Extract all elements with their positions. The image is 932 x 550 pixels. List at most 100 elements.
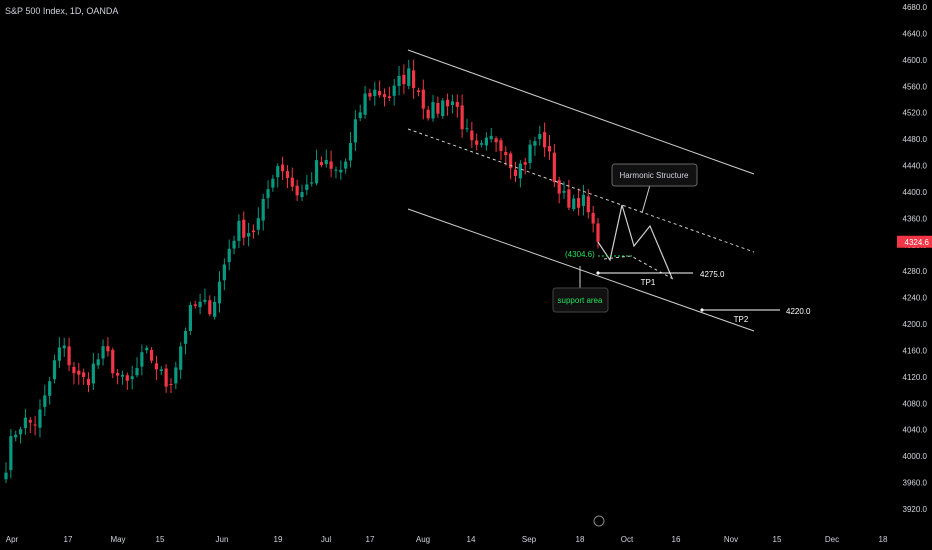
y-tick-label: 4600.0 xyxy=(903,56,928,65)
last-price-tag xyxy=(897,235,932,248)
candle-body xyxy=(581,194,586,206)
candle-body xyxy=(67,346,71,366)
harmonic-projection xyxy=(603,255,674,280)
candle-body xyxy=(552,152,556,183)
chart-title: S&P 500 Index, 1D, OANDA xyxy=(5,6,119,16)
candle-body xyxy=(368,93,372,97)
candle-body xyxy=(125,375,129,381)
candle-body xyxy=(33,424,37,426)
candle-body xyxy=(251,230,256,233)
candle-body xyxy=(329,161,333,169)
candle-body xyxy=(528,144,532,163)
candle-body xyxy=(120,374,125,377)
candle-body xyxy=(436,102,440,114)
y-tick-label: 4360.0 xyxy=(903,214,928,223)
y-tick-label: 4200.0 xyxy=(903,320,928,329)
candle-body xyxy=(562,190,566,193)
candle-body xyxy=(140,352,144,367)
candle-body xyxy=(489,135,493,140)
candle-body xyxy=(96,359,100,366)
candle-body xyxy=(412,70,416,89)
candle-body xyxy=(188,304,192,331)
candle-body xyxy=(28,420,32,423)
y-tick-label: 4440.0 xyxy=(903,162,928,171)
candle-body xyxy=(77,370,81,375)
candle-body xyxy=(586,196,590,213)
candle-body xyxy=(222,264,226,281)
candle-body xyxy=(596,223,600,242)
candle-body xyxy=(72,366,76,374)
candles xyxy=(4,59,600,483)
y-tick-label: 3920.0 xyxy=(903,505,928,514)
candle-body xyxy=(198,301,202,308)
candle-body xyxy=(416,90,421,92)
candle-body xyxy=(324,159,328,165)
tp1-label: TP1 xyxy=(641,278,656,287)
candle-body xyxy=(470,130,474,141)
candle-body xyxy=(334,169,338,171)
candle-body xyxy=(82,372,86,377)
harmonic-path xyxy=(597,204,673,279)
x-tick-label: Jul xyxy=(321,535,331,544)
y-tick-label: 3960.0 xyxy=(903,479,928,488)
candle-body xyxy=(203,299,207,302)
candle-body xyxy=(111,349,115,374)
x-tick-label: Jun xyxy=(216,535,229,544)
candle-body xyxy=(145,347,149,351)
x-tick-label: Oct xyxy=(621,535,634,544)
candle-body xyxy=(305,184,309,190)
candle-body xyxy=(339,169,343,173)
support-price-label: (4304.6) xyxy=(565,250,595,259)
y-tick-label: 4160.0 xyxy=(903,346,928,355)
y-tick-label: 4120.0 xyxy=(903,373,928,382)
candle-body xyxy=(523,162,527,165)
x-tick-label: 16 xyxy=(672,535,681,544)
candle-body xyxy=(14,434,18,438)
y-tick-label: 4560.0 xyxy=(903,82,928,91)
candle-body xyxy=(344,161,348,169)
candle-body xyxy=(314,160,319,184)
x-tick-label: Dec xyxy=(825,535,839,544)
candle-body xyxy=(392,85,396,96)
x-tick-label: 17 xyxy=(64,535,73,544)
y-tick-label: 4240.0 xyxy=(903,294,928,303)
x-tick-label: 18 xyxy=(879,535,888,544)
candle-body xyxy=(509,153,513,169)
candle-body xyxy=(421,89,425,109)
candle-body xyxy=(591,212,595,224)
candle-body xyxy=(38,409,42,428)
candle-body xyxy=(460,105,464,130)
candle-body xyxy=(295,185,299,196)
candle-body xyxy=(106,346,110,352)
candle-body xyxy=(533,141,537,146)
x-tick-label: 14 xyxy=(467,535,476,544)
candle-body xyxy=(4,472,8,480)
y-tick-label: 4040.0 xyxy=(903,426,928,435)
candle-body xyxy=(358,112,362,119)
candle-body xyxy=(86,378,91,386)
y-tick-label: 4520.0 xyxy=(903,109,928,118)
candle-body xyxy=(402,74,406,85)
candle-body xyxy=(154,363,159,370)
candle-body xyxy=(441,100,445,117)
x-tick-label: Apr xyxy=(6,535,19,544)
support-box xyxy=(552,287,609,313)
candle-body xyxy=(62,345,66,349)
candle-body xyxy=(271,178,275,188)
candle-body xyxy=(353,119,357,143)
candle-body xyxy=(290,177,294,187)
candle-body xyxy=(213,301,217,317)
candle-body xyxy=(348,142,353,161)
y-tick-label: 4640.0 xyxy=(903,29,928,38)
tp2-label: TP2 xyxy=(734,315,749,324)
candle-body xyxy=(450,101,455,106)
candle-body xyxy=(455,101,459,107)
harmonic-label: Harmonic Structure xyxy=(620,171,689,180)
x-tick-label: 18 xyxy=(576,535,585,544)
y-tick-label: 4680.0 xyxy=(903,3,928,12)
x-tick-label: 19 xyxy=(274,535,283,544)
candle-body xyxy=(363,93,367,115)
candle-body xyxy=(431,102,435,119)
